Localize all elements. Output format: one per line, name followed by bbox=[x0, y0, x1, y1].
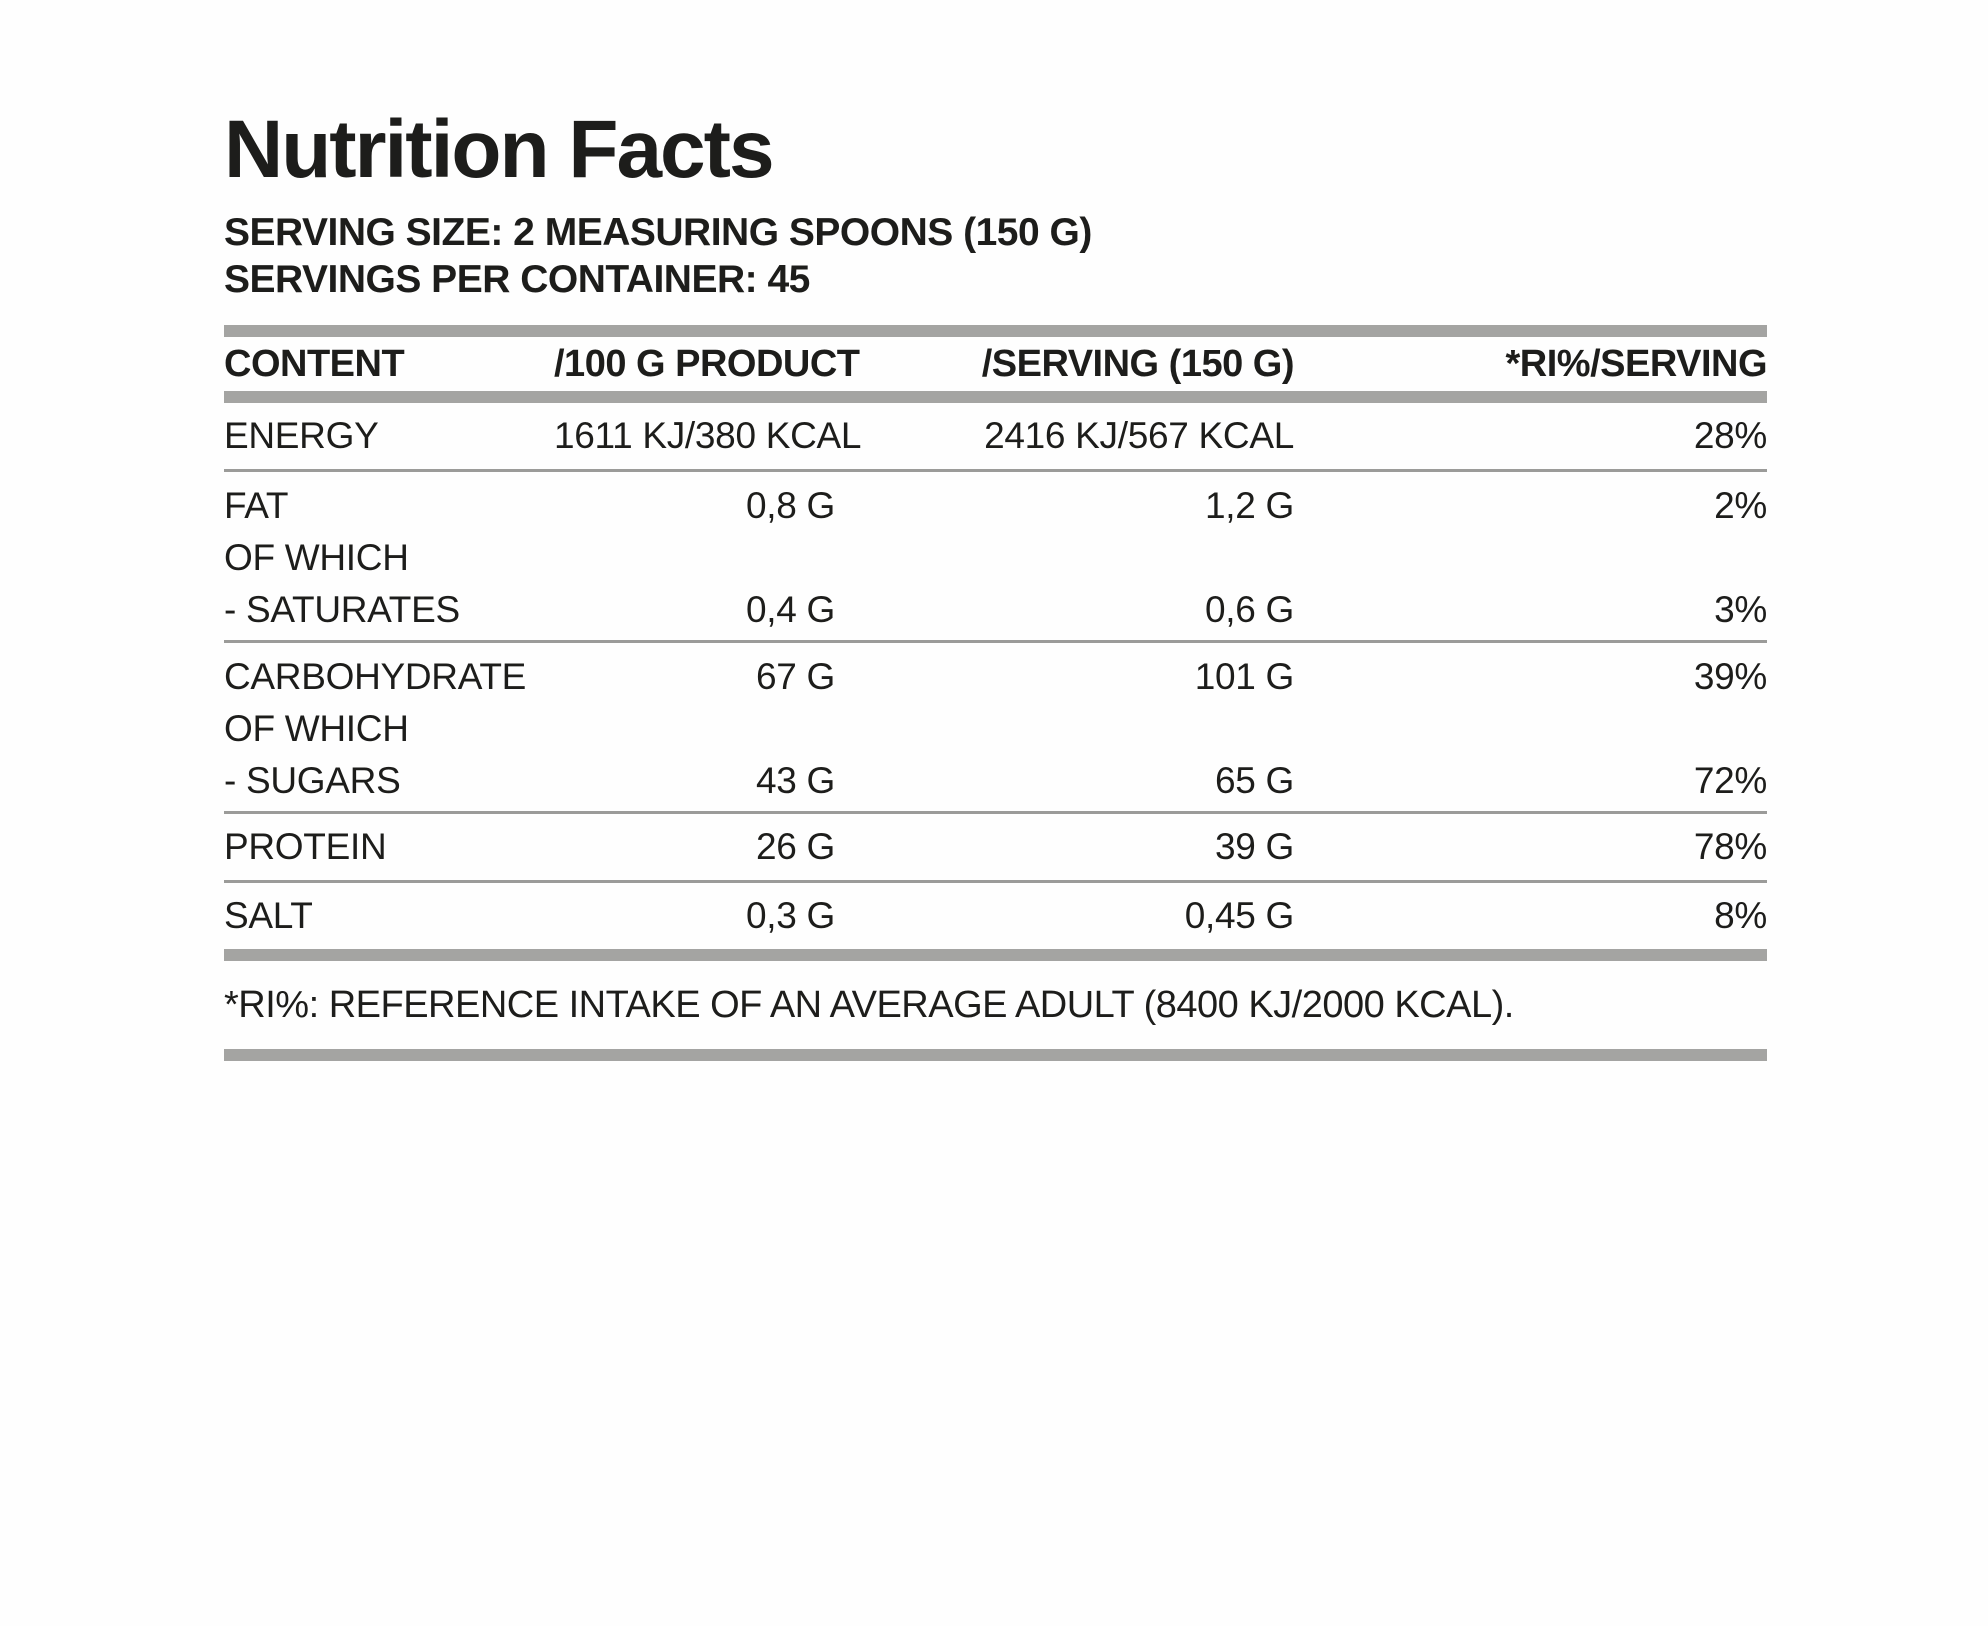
value-per-100g: 26 G bbox=[755, 826, 835, 867]
value-ri-percent: 8% bbox=[1714, 895, 1767, 936]
value-per-serving: 0,6 G bbox=[1205, 589, 1294, 630]
nutrient-name: - SATURATES bbox=[224, 589, 460, 630]
value-per-serving: 65 G bbox=[1214, 760, 1294, 801]
nutrient-row-salt: SALT 0,3 G 0,45 G 8% bbox=[224, 883, 1767, 949]
nutrient-row-energy: ENERGY 1611 KJ/380 KCAL 2416 KJ/567 KCAL… bbox=[224, 403, 1767, 469]
value-per-100g: 67 G bbox=[755, 656, 835, 697]
table-row: - SUGARS 43 G 65 G 72% bbox=[224, 755, 1767, 807]
divider-thin bbox=[224, 640, 1767, 643]
table-row: CARBOHYDRATE 67 G 101 G 39% bbox=[224, 651, 1767, 703]
nutrient-name: FAT bbox=[224, 485, 289, 526]
value-ri-percent: 3% bbox=[1714, 589, 1767, 630]
divider-thick-below-table bbox=[224, 949, 1767, 961]
nutrient-row-carbohydrate: CARBOHYDRATE 67 G 101 G 39% OF WHICH - S… bbox=[224, 643, 1767, 811]
table-row: ENERGY 1611 KJ/380 KCAL 2416 KJ/567 KCAL… bbox=[224, 416, 1767, 456]
value-per-100g: 0,4 G bbox=[746, 589, 835, 630]
column-header-per-100g: /100 G PRODUCT bbox=[554, 343, 860, 385]
value-ri-percent: 39% bbox=[1693, 656, 1767, 697]
nutrient-name: ENERGY bbox=[224, 415, 379, 456]
column-header-per-serving: /SERVING (150 G) bbox=[981, 343, 1295, 385]
divider-thick-bottom bbox=[224, 1049, 1767, 1061]
value-ri-percent: 78% bbox=[1693, 826, 1767, 867]
divider-thick-top bbox=[224, 325, 1767, 337]
servings-per-container-text: SERVINGS PER CONTAINER: 45 bbox=[224, 258, 810, 301]
value-ri-percent: 72% bbox=[1693, 760, 1767, 801]
nutrition-table: CONTENT /100 G PRODUCT /SERVING (150 G) … bbox=[224, 325, 1768, 1061]
divider-thin bbox=[224, 811, 1767, 814]
reference-intake-footnote: *RI%: REFERENCE INTAKE OF AN AVERAGE ADU… bbox=[224, 984, 1514, 1026]
table-row: PROTEIN 26 G 39 G 78% bbox=[224, 827, 1767, 867]
label-title: Nutrition Facts bbox=[224, 104, 775, 195]
column-header-ri-percent: *RI%/SERVING bbox=[1505, 343, 1768, 385]
nutrient-name: PROTEIN bbox=[224, 826, 387, 867]
divider-thin bbox=[224, 469, 1767, 472]
nutrient-name: - SUGARS bbox=[224, 760, 401, 801]
table-row: - SATURATES 0,4 G 0,6 G 3% bbox=[224, 584, 1767, 636]
serving-size-text: SERVING SIZE: 2 MEASURING SPOONS (150 G) bbox=[224, 211, 1092, 254]
value-per-serving: 101 G bbox=[1194, 656, 1295, 697]
column-header-content: CONTENT bbox=[224, 343, 405, 385]
value-per-100g: 43 G bbox=[755, 760, 835, 801]
nutrient-name: SALT bbox=[224, 895, 313, 936]
value-ri-percent: 2% bbox=[1714, 485, 1767, 526]
value-per-serving: 1,2 G bbox=[1205, 485, 1294, 526]
value-per-serving: 2416 KJ/567 KCAL bbox=[984, 415, 1294, 456]
serving-info: SERVING SIZE: 2 MEASURING SPOONS (150 G)… bbox=[224, 209, 1767, 303]
value-per-serving: 0,45 G bbox=[1184, 895, 1295, 936]
value-per-100g: 0,3 G bbox=[746, 895, 835, 936]
nutrient-subheading: OF WHICH bbox=[224, 537, 409, 578]
table-row: SALT 0,3 G 0,45 G 8% bbox=[224, 896, 1767, 936]
divider-thin bbox=[224, 880, 1767, 883]
nutrient-row-fat: FAT 0,8 G 1,2 G 2% OF WHICH - SATURATES … bbox=[224, 472, 1767, 640]
nutrient-row-protein: PROTEIN 26 G 39 G 78% bbox=[224, 814, 1767, 880]
nutrient-subheading: OF WHICH bbox=[224, 708, 409, 749]
value-per-100g: 1611 KJ/380 KCAL bbox=[554, 415, 862, 456]
value-per-100g: 0,8 G bbox=[746, 485, 835, 526]
value-per-serving: 39 G bbox=[1214, 826, 1294, 867]
table-row: OF WHICH bbox=[224, 532, 1767, 584]
divider-thick-below-header bbox=[224, 391, 1767, 403]
value-ri-percent: 28% bbox=[1693, 415, 1767, 456]
table-row: FAT 0,8 G 1,2 G 2% bbox=[224, 480, 1767, 532]
table-row: OF WHICH bbox=[224, 703, 1767, 755]
table-header-row: CONTENT /100 G PRODUCT /SERVING (150 G) … bbox=[224, 337, 1768, 391]
nutrient-name: CARBOHYDRATE bbox=[224, 656, 527, 697]
nutrition-facts-label: Nutrition Facts SERVING SIZE: 2 MEASURIN… bbox=[224, 104, 1768, 1061]
